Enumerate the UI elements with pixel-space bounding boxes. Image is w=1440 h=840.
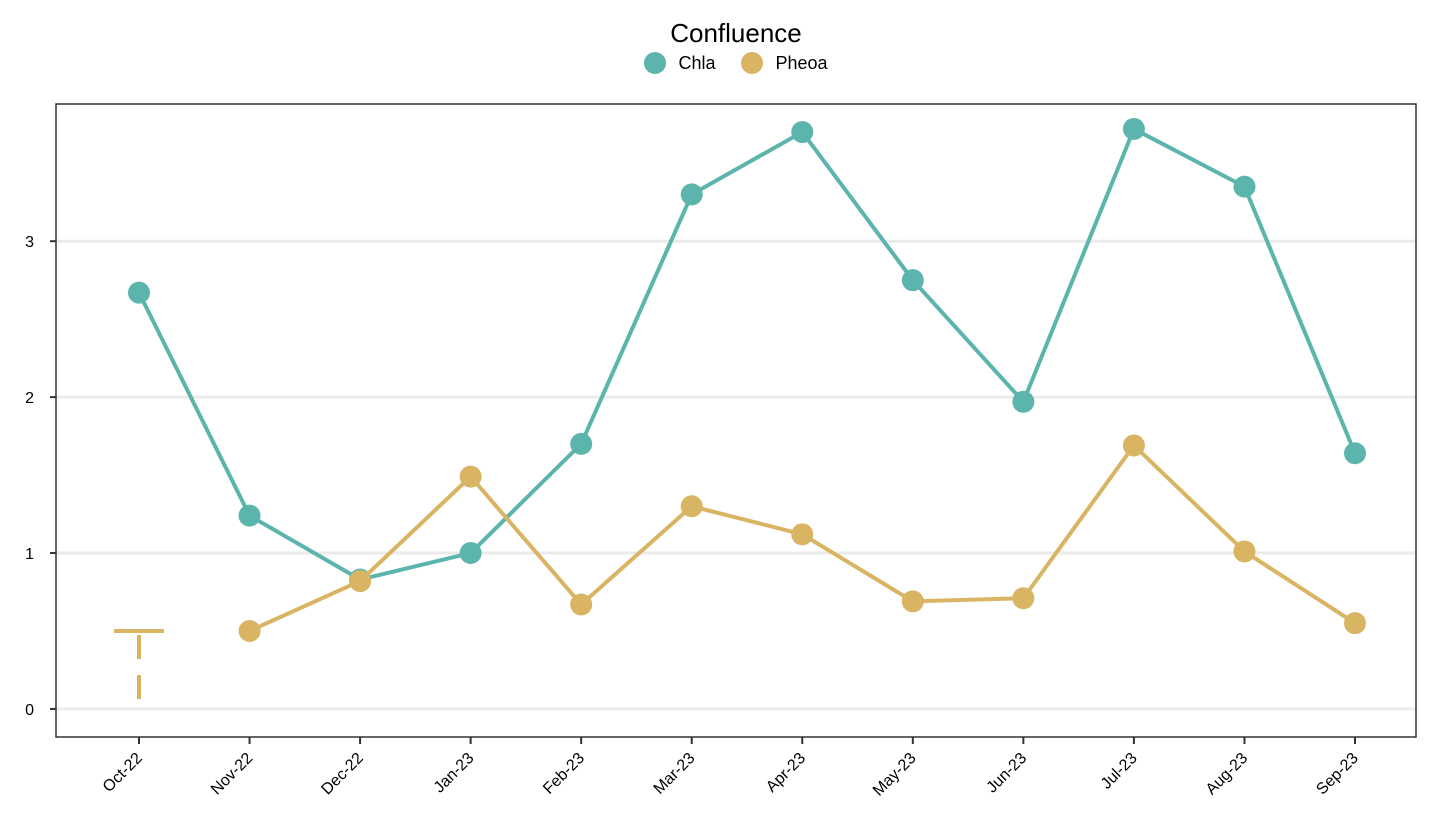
point-pheoa-May-23: [901, 590, 924, 613]
point-chla-Jul-23: [1122, 117, 1145, 140]
legend-entry-chla: Chla: [644, 52, 715, 74]
legend-label-pheoa: Pheoa: [775, 52, 828, 73]
point-chla-Oct-22: [128, 281, 150, 304]
x-tick-label-Nov-22: Nov-22: [208, 750, 257, 799]
x-tick-label-Jul-23: Jul-23: [1098, 750, 1141, 793]
plot-panel: [55, 103, 1417, 738]
x-tick-label-Jun-23: Jun-23: [984, 750, 1031, 797]
x-tick-label-Feb-23: Feb-23: [540, 750, 588, 798]
x-tick-label-May-23: May-23: [870, 750, 920, 800]
x-tick-label-Mar-23: Mar-23: [651, 750, 699, 798]
x-tick-label-Apr-23: Apr-23: [763, 750, 809, 796]
legend-swatch-pheoa: [741, 52, 764, 74]
legend-swatch-chla: [644, 52, 667, 74]
point-chla-Jan-23: [459, 542, 482, 565]
point-pheoa-Mar-23: [680, 495, 703, 518]
y-tick-label-3: 3: [25, 234, 34, 251]
x-tick-label-Oct-22: Oct-22: [100, 750, 146, 796]
point-pheoa-Dec-22: [349, 570, 372, 593]
point-chla-Sep-23: [1344, 442, 1366, 465]
point-pheoa-Nov-22: [238, 619, 261, 642]
point-chla-May-23: [901, 269, 924, 292]
point-chla-Aug-23: [1233, 175, 1256, 198]
point-pheoa-Jun-23: [1012, 587, 1035, 610]
legend-label-chla: Chla: [678, 52, 716, 73]
x-tick-label-Sep-23: Sep-23: [1313, 750, 1362, 799]
y-tick-label-0: 0: [25, 702, 34, 719]
point-chla-Nov-22: [238, 504, 261, 527]
x-tick-label-Aug-23: Aug-23: [1203, 750, 1252, 799]
point-pheoa-Jan-23: [459, 465, 482, 488]
x-tick-label-Jan-23: Jan-23: [431, 750, 478, 797]
legend: Chla Pheoa: [0, 52, 1440, 74]
series-line-chla: [137, 126, 1357, 582]
point-pheoa-Apr-23: [791, 523, 814, 546]
legend-entry-pheoa: Pheoa: [741, 52, 828, 74]
legend-title: Confluence: [670, 18, 802, 48]
point-chla-Feb-23: [570, 432, 593, 455]
y-tick-label-2: 2: [25, 390, 34, 407]
point-chla-Jun-23: [1012, 390, 1035, 413]
point-pheoa-Aug-23: [1233, 540, 1256, 563]
point-pheoa-Feb-23: [570, 593, 593, 616]
point-chla-Apr-23: [791, 121, 814, 144]
y-tick-label-1: 1: [25, 546, 34, 563]
point-pheoa-Jul-23: [1122, 434, 1145, 457]
point-chla-Mar-23: [680, 183, 703, 206]
point-pheoa-Sep-23: [1344, 612, 1366, 635]
x-tick-label-Dec-22: Dec-22: [318, 750, 367, 799]
